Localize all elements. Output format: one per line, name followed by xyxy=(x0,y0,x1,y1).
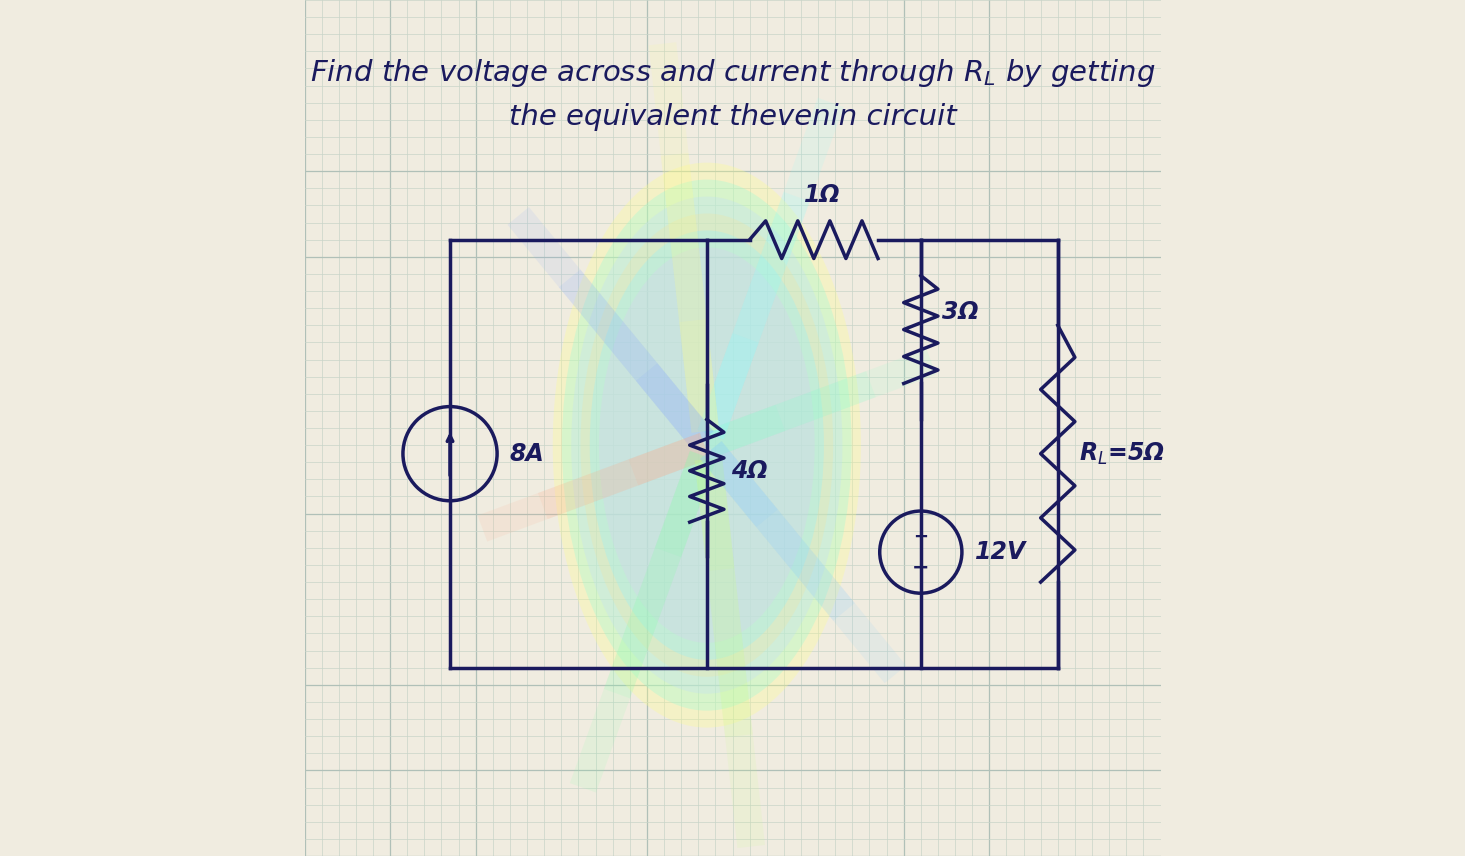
Text: +: + xyxy=(913,527,929,545)
Ellipse shape xyxy=(580,213,834,677)
Text: R$_L$=5Ω: R$_L$=5Ω xyxy=(1080,441,1165,467)
Text: 12V: 12V xyxy=(974,540,1026,564)
Ellipse shape xyxy=(571,197,842,693)
Ellipse shape xyxy=(590,230,823,660)
Ellipse shape xyxy=(563,180,851,710)
Text: 3Ω: 3Ω xyxy=(942,300,979,324)
Text: −: − xyxy=(913,558,930,578)
Text: 1Ω: 1Ω xyxy=(804,183,841,207)
Ellipse shape xyxy=(552,163,861,728)
Text: 4Ω: 4Ω xyxy=(731,459,768,483)
Text: Find the voltage across and current through R$_L$ by getting: Find the voltage across and current thro… xyxy=(309,56,1156,89)
Text: 8A: 8A xyxy=(510,442,545,466)
Ellipse shape xyxy=(599,247,815,643)
Text: the equivalent thevenin circuit: the equivalent thevenin circuit xyxy=(508,104,957,131)
